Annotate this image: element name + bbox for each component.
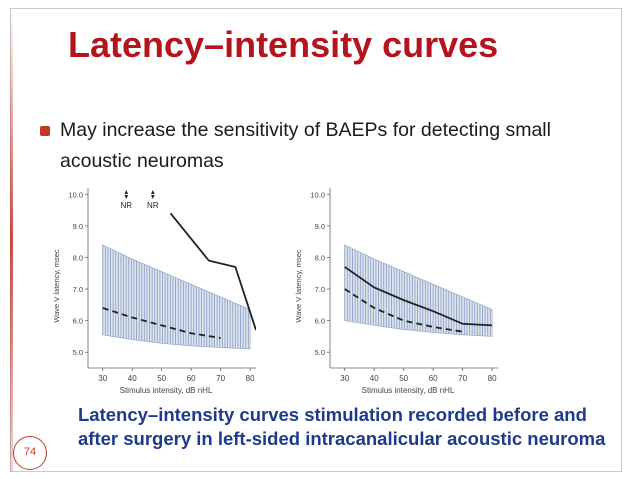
x-tick-label: 30	[340, 374, 349, 383]
normal-range-band	[102, 244, 251, 350]
nr-label: NR	[121, 201, 133, 210]
nr-arrow-up	[151, 190, 155, 194]
patient-latency-line	[169, 212, 256, 331]
nr-arrow-down	[124, 195, 129, 199]
latency-chart-after: 5.0 6.0 7.0 8.0 9.0 10.0 30 40 50 60 70 80 Stimulus …	[294, 188, 498, 395]
x-axis-label: Stimulus intensity, dB nHL	[362, 386, 455, 395]
y-tick-label: 7.0	[315, 285, 325, 294]
nr-arrow-down	[151, 195, 155, 199]
left-accent-bar	[10, 8, 13, 472]
x-tick-label: 60	[429, 374, 438, 383]
y-axis-label: Wave V latency, msec	[294, 249, 303, 323]
x-tick-label: 80	[246, 374, 255, 383]
y-tick-label: 9.0	[315, 222, 325, 231]
y-tick-label: 8.0	[73, 253, 83, 262]
y-tick-label: 10.0	[68, 190, 83, 199]
x-axis-label: Stimulus intensity, dB nHL	[120, 386, 213, 395]
patient-latency-line	[344, 266, 493, 327]
x-tick-label: 70	[458, 374, 467, 383]
normal-range-band	[344, 244, 493, 337]
normal-mean-line	[344, 288, 463, 333]
latency-chart-before: 5.0 6.0 7.0 8.0 9.0 10.0 30 40 50 60 70 80 Stimulus …	[52, 188, 256, 395]
y-tick-label: 10.0	[310, 190, 325, 199]
figure-caption: Latency–intensity curves stimulation rec…	[78, 404, 606, 449]
x-tick-label: 60	[187, 374, 196, 383]
bullet-marker	[40, 126, 50, 136]
x-tick-label: 50	[399, 374, 408, 383]
bullet-text: May increase the sensitivity of BAEPs fo…	[60, 119, 551, 172]
x-tick-label: 70	[216, 374, 225, 383]
x-tick-label: 50	[157, 374, 166, 383]
y-tick-label: 8.0	[315, 253, 325, 262]
y-tick-label: 7.0	[73, 285, 83, 294]
x-tick-label: 40	[128, 374, 137, 383]
slide-title: Latency–intensity curves	[68, 24, 499, 65]
y-tick-label: 9.0	[73, 222, 83, 231]
x-tick-label: 80	[488, 374, 497, 383]
band-hatching	[102, 244, 249, 349]
y-tick-label: 6.0	[315, 317, 325, 326]
x-tick-label: 30	[98, 374, 107, 383]
x-tick-label: 40	[370, 374, 379, 383]
nr-label: NR	[147, 201, 159, 210]
page-number: 74	[13, 436, 47, 470]
y-tick-label: 6.0	[73, 317, 83, 326]
normal-mean-line	[102, 307, 221, 339]
y-tick-label: 5.0	[315, 348, 325, 357]
y-tick-label: 5.0	[73, 348, 83, 357]
y-axis-label: Wave V latency, msec	[52, 249, 61, 323]
nr-arrow-up	[124, 190, 129, 194]
